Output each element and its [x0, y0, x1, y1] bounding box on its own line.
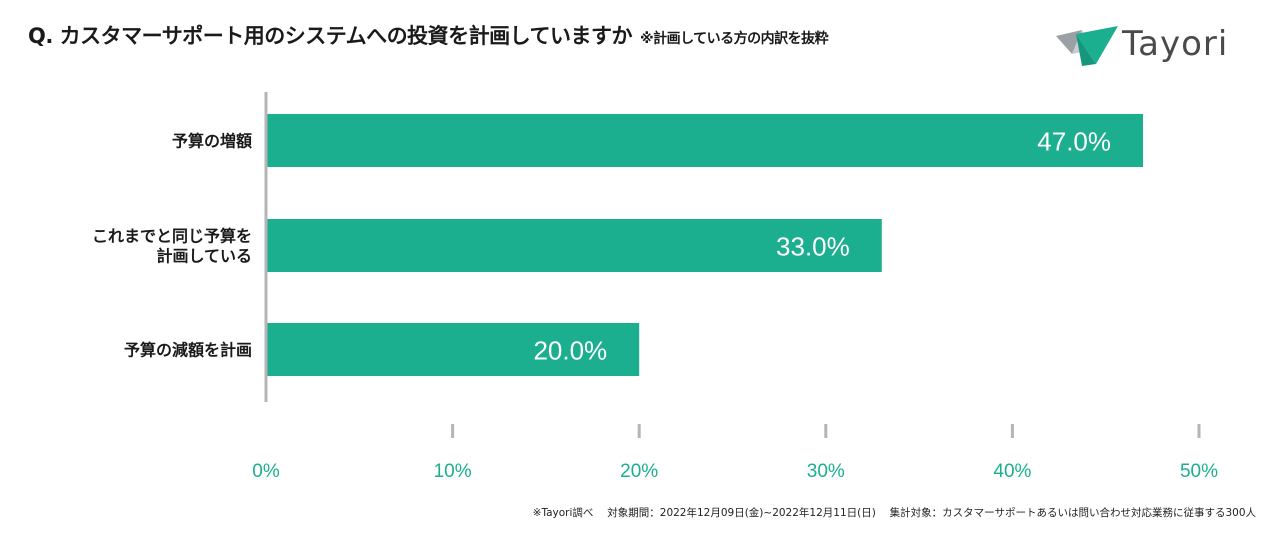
- x-tick-label-5: 50%: [1180, 461, 1218, 482]
- category-label-1-line-0: これまでと同じ予算を: [92, 227, 252, 246]
- bar-0: [266, 114, 1144, 167]
- x-tick-label-0: 0%: [252, 461, 280, 482]
- tayori-logo: Tayori: [1052, 20, 1252, 72]
- x-tick-label-4: 40%: [993, 461, 1031, 482]
- category-label-0: 予算の増額: [172, 132, 252, 151]
- x-tick-label-2: 20%: [620, 461, 658, 482]
- bar-2: [266, 323, 640, 376]
- tayori-logo-icon: [1056, 26, 1118, 66]
- brand-name: Tayori: [1122, 24, 1229, 64]
- category-label-1-line-1: 計画している: [156, 247, 252, 266]
- x-tick-label-1: 10%: [434, 461, 472, 482]
- chart-title: Q. カスタマーサポート用のシステムへの投資を計画していますか ※計画している方の…: [28, 20, 829, 50]
- category-label-2: 予算の減額を計画: [124, 341, 252, 360]
- title-note: ※計画している方の内訳を抜粋: [639, 31, 829, 47]
- x-tick-label-3: 30%: [807, 461, 845, 482]
- data-label-1: 33.0%: [776, 232, 850, 262]
- question-text: Q. カスタマーサポート用のシステムへの投資を計画していますか: [28, 24, 632, 48]
- footnote: ※Tayori調べ 対象期間：2022年12月09日(金)~2022年12月11…: [532, 507, 1256, 519]
- data-label-0: 47.0%: [1037, 127, 1111, 157]
- data-label-2: 20.0%: [533, 336, 607, 366]
- bar-1: [266, 219, 882, 272]
